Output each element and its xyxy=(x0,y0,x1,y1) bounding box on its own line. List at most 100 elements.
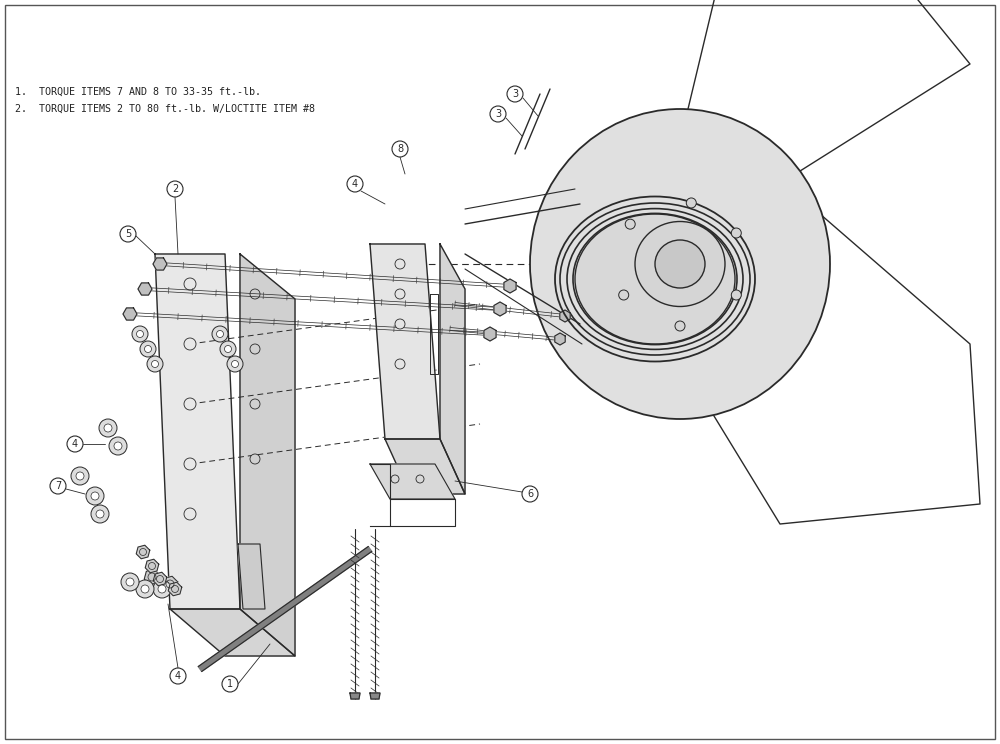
Circle shape xyxy=(158,585,166,593)
Polygon shape xyxy=(385,439,465,494)
Text: 5: 5 xyxy=(125,229,131,239)
Text: 2.  TORQUE ITEMS 2 TO 80 ft.-lb. W/LOCTITE ITEM #8: 2. TORQUE ITEMS 2 TO 80 ft.-lb. W/LOCTIT… xyxy=(15,104,315,114)
Text: 3: 3 xyxy=(495,109,501,119)
Circle shape xyxy=(140,341,156,357)
Circle shape xyxy=(109,437,127,455)
Circle shape xyxy=(137,330,144,338)
Circle shape xyxy=(141,585,149,593)
Ellipse shape xyxy=(530,109,830,419)
Circle shape xyxy=(126,578,134,586)
Text: 4: 4 xyxy=(352,179,358,189)
Circle shape xyxy=(147,356,163,372)
Text: 4: 4 xyxy=(175,671,181,681)
Circle shape xyxy=(232,361,239,368)
Ellipse shape xyxy=(619,290,629,300)
Circle shape xyxy=(250,344,260,354)
Circle shape xyxy=(225,345,232,353)
Circle shape xyxy=(250,454,260,464)
Polygon shape xyxy=(168,583,182,596)
Polygon shape xyxy=(555,333,565,345)
Text: 6: 6 xyxy=(527,489,533,499)
Polygon shape xyxy=(504,279,516,293)
Circle shape xyxy=(227,356,243,372)
Circle shape xyxy=(50,478,66,494)
Polygon shape xyxy=(370,244,440,439)
Ellipse shape xyxy=(731,228,741,238)
Circle shape xyxy=(184,278,196,290)
Polygon shape xyxy=(136,545,150,559)
Circle shape xyxy=(395,359,405,369)
Circle shape xyxy=(152,361,159,368)
Polygon shape xyxy=(153,258,167,270)
Polygon shape xyxy=(238,544,265,609)
Circle shape xyxy=(91,492,99,500)
Circle shape xyxy=(121,573,139,591)
Ellipse shape xyxy=(635,222,725,307)
Text: 1: 1 xyxy=(227,679,233,689)
Circle shape xyxy=(99,419,117,437)
Circle shape xyxy=(184,338,196,350)
Polygon shape xyxy=(155,254,240,609)
Polygon shape xyxy=(138,283,152,295)
Circle shape xyxy=(120,226,136,242)
Circle shape xyxy=(212,326,228,342)
Circle shape xyxy=(184,508,196,520)
Polygon shape xyxy=(560,310,570,322)
Circle shape xyxy=(347,176,363,192)
Text: 2: 2 xyxy=(172,184,178,194)
Polygon shape xyxy=(484,327,496,341)
Polygon shape xyxy=(123,308,137,320)
Polygon shape xyxy=(198,547,372,671)
Circle shape xyxy=(416,475,424,483)
Polygon shape xyxy=(350,693,360,699)
Ellipse shape xyxy=(686,198,696,208)
Text: 3: 3 xyxy=(512,89,518,99)
Ellipse shape xyxy=(731,290,741,300)
Circle shape xyxy=(104,424,112,432)
Polygon shape xyxy=(162,577,178,591)
Circle shape xyxy=(86,487,104,505)
Polygon shape xyxy=(153,572,167,586)
Circle shape xyxy=(67,436,83,452)
Circle shape xyxy=(395,289,405,299)
Circle shape xyxy=(91,505,109,523)
Circle shape xyxy=(76,472,84,480)
Circle shape xyxy=(222,676,238,692)
Ellipse shape xyxy=(575,214,735,344)
Text: 7: 7 xyxy=(55,481,61,491)
Polygon shape xyxy=(170,609,295,656)
Circle shape xyxy=(184,398,196,410)
Circle shape xyxy=(490,106,506,122)
Circle shape xyxy=(250,289,260,299)
Ellipse shape xyxy=(625,219,635,229)
Circle shape xyxy=(153,580,171,598)
Circle shape xyxy=(220,341,236,357)
Circle shape xyxy=(145,345,152,353)
Text: 4: 4 xyxy=(72,439,78,449)
Circle shape xyxy=(217,330,224,338)
Circle shape xyxy=(507,86,523,102)
Circle shape xyxy=(71,467,89,485)
Polygon shape xyxy=(370,464,455,499)
Circle shape xyxy=(250,399,260,409)
Polygon shape xyxy=(240,254,295,656)
Circle shape xyxy=(184,458,196,470)
Ellipse shape xyxy=(675,321,685,331)
Circle shape xyxy=(395,259,405,269)
Circle shape xyxy=(167,181,183,197)
Ellipse shape xyxy=(655,240,705,288)
Polygon shape xyxy=(370,693,380,699)
Polygon shape xyxy=(145,559,159,573)
Polygon shape xyxy=(494,302,506,316)
Text: 1.  TORQUE ITEMS 7 AND 8 TO 33-35 ft.-lb.: 1. TORQUE ITEMS 7 AND 8 TO 33-35 ft.-lb. xyxy=(15,87,261,97)
Circle shape xyxy=(114,442,122,450)
Circle shape xyxy=(132,326,148,342)
Circle shape xyxy=(391,475,399,483)
Text: 8: 8 xyxy=(397,144,403,154)
Circle shape xyxy=(395,319,405,329)
Polygon shape xyxy=(144,569,160,585)
Circle shape xyxy=(96,510,104,518)
Polygon shape xyxy=(440,244,465,494)
Circle shape xyxy=(392,141,408,157)
Circle shape xyxy=(136,580,154,598)
